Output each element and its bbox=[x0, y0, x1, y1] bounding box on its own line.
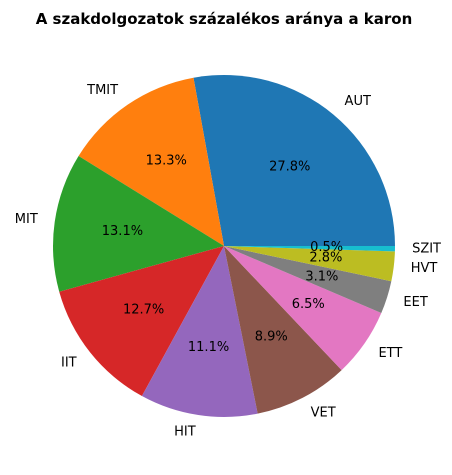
pie-slice-mit bbox=[52, 156, 224, 292]
pct-label-eet: 3.1% bbox=[305, 269, 338, 284]
slice-label-szit: SZIT bbox=[412, 241, 441, 256]
pie-slice-iit bbox=[59, 246, 225, 397]
slice-label-hvt: HVT bbox=[411, 261, 438, 276]
pct-label-ett: 6.5% bbox=[292, 297, 325, 312]
pie-slice-hvt bbox=[224, 246, 395, 282]
pct-label-hvt: 2.8% bbox=[309, 251, 342, 266]
pct-label-tmit: 13.3% bbox=[146, 154, 187, 169]
pct-label-szit: 0.5% bbox=[310, 240, 343, 255]
pie-labels: AUT 27.8% TMIT 13.3% MIT 13.1% IIT 12.7% HIT 11.1… bbox=[15, 83, 441, 439]
slice-label-ett: ETT bbox=[378, 346, 402, 361]
pct-label-aut: 27.8% bbox=[269, 160, 310, 175]
pie-slice-eet bbox=[224, 246, 392, 314]
slice-label-aut: AUT bbox=[345, 94, 371, 109]
pct-label-iit: 12.7% bbox=[123, 302, 164, 317]
pct-label-hit: 11.1% bbox=[188, 340, 229, 355]
pie-slice-aut bbox=[193, 75, 395, 247]
slice-label-eet: EET bbox=[403, 295, 427, 310]
slice-label-mit: MIT bbox=[15, 212, 38, 227]
pie-slice-szit bbox=[224, 246, 395, 252]
pie-slice-vet bbox=[224, 246, 342, 414]
pct-label-mit: 13.1% bbox=[102, 224, 143, 239]
pie-slice-tmit bbox=[78, 77, 224, 246]
chart-title: A szakdolgozatok százalékos aránya a kar… bbox=[36, 10, 413, 28]
pie-slice-ett bbox=[224, 246, 382, 371]
pie-slice-hit bbox=[141, 246, 258, 417]
slice-label-iit: IIT bbox=[61, 355, 77, 370]
slice-label-vet: VET bbox=[311, 405, 336, 420]
pie-slices bbox=[52, 75, 395, 417]
pct-label-vet: 8.9% bbox=[255, 330, 288, 345]
slice-label-hit: HIT bbox=[174, 424, 196, 439]
slice-label-tmit: TMIT bbox=[86, 83, 118, 98]
